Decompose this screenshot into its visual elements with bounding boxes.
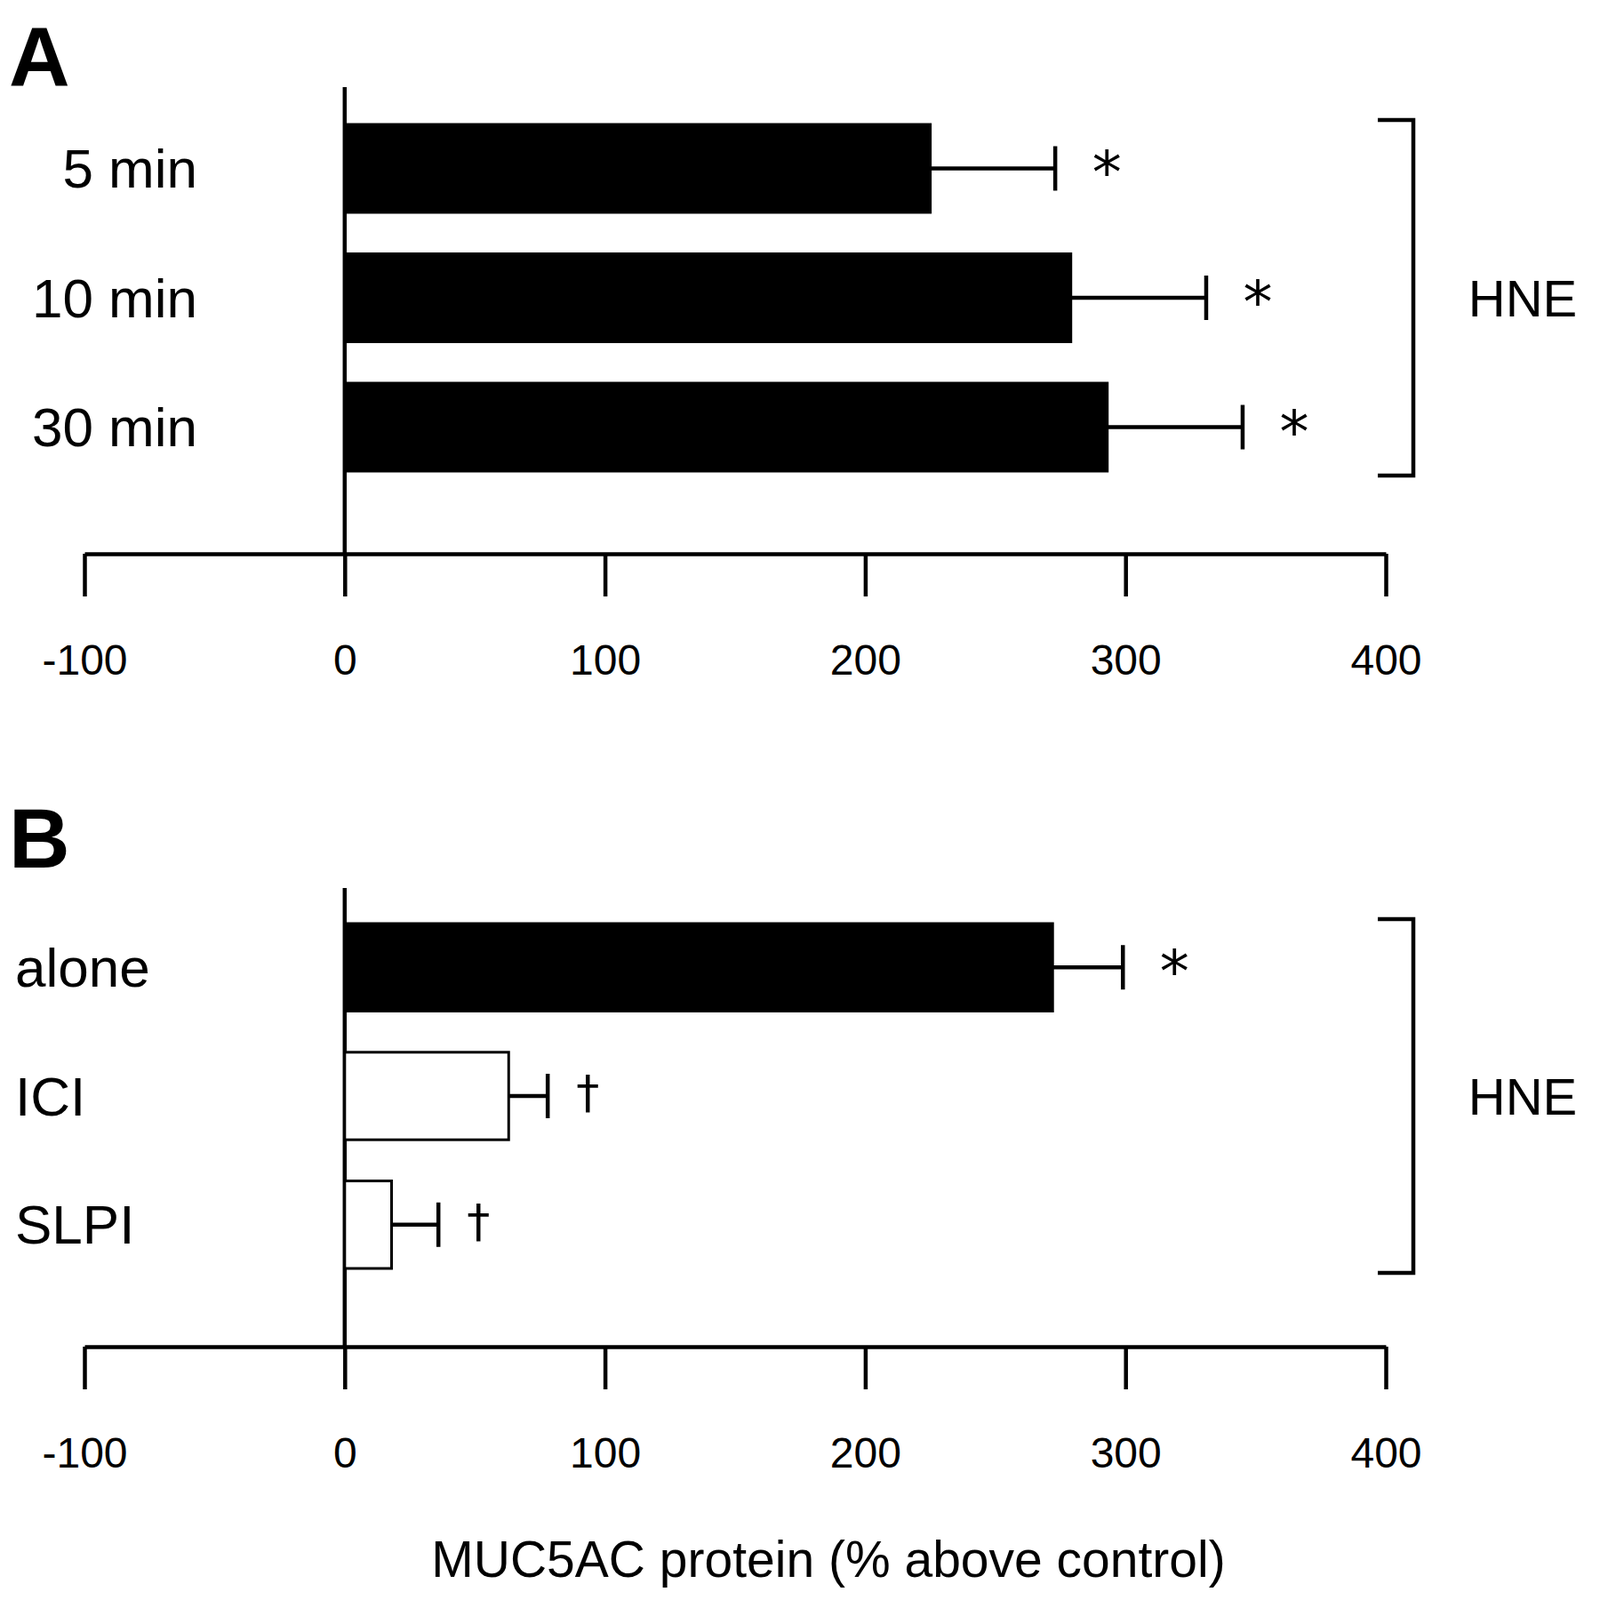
tick-label: 300 xyxy=(1090,1429,1162,1477)
error-cap xyxy=(1240,405,1246,450)
tick-mark xyxy=(864,553,869,597)
category-label: 5 min xyxy=(62,137,198,200)
bar xyxy=(344,1181,392,1269)
bar xyxy=(344,1052,509,1140)
significance-mark: † xyxy=(576,1065,600,1120)
error-line xyxy=(1052,965,1123,970)
bar xyxy=(344,383,1108,472)
error-bar xyxy=(1052,944,1123,990)
error-bar xyxy=(1071,275,1207,320)
tick-label: 300 xyxy=(1090,636,1162,684)
error-cap xyxy=(545,1073,551,1119)
bar xyxy=(344,124,931,213)
bracket xyxy=(1377,919,1414,1273)
tick-label: 200 xyxy=(830,636,902,684)
axis-line xyxy=(85,552,1387,557)
error-cap xyxy=(1053,145,1058,191)
tick-label: 100 xyxy=(569,636,641,684)
significance-mark: * xyxy=(1242,268,1272,337)
tick-label: 0 xyxy=(333,1429,358,1477)
tick: 100 xyxy=(569,1346,641,1477)
category-label: 10 min xyxy=(32,267,198,329)
tick: 400 xyxy=(1350,553,1422,684)
tick-mark xyxy=(864,1346,869,1390)
error-cap xyxy=(1120,944,1126,990)
tick: 200 xyxy=(830,553,902,684)
tick-label: 400 xyxy=(1350,636,1422,684)
tick-label: -100 xyxy=(41,636,128,684)
category-label: SLPI xyxy=(15,1193,135,1256)
figure: A -100 0 100 200 300 400 * 5 min * 10 min * 30 min HN… xyxy=(0,0,1600,1600)
panel: B -100 0 100 200 300 400 * alone † ICI † SLPI HNE MUC5… xyxy=(8,791,1577,1588)
x-axis: -100 0 100 200 300 400 xyxy=(41,1346,1422,1477)
panel-title: B xyxy=(8,791,71,886)
tick: 100 xyxy=(569,553,641,684)
error-cap xyxy=(436,1202,441,1248)
error-line xyxy=(1071,296,1207,301)
tick-mark xyxy=(603,553,608,597)
tick: 300 xyxy=(1090,1346,1162,1477)
tick: -100 xyxy=(41,553,128,684)
axis-line xyxy=(85,1344,1387,1350)
tick-mark xyxy=(1123,1346,1128,1390)
tick: 300 xyxy=(1090,553,1162,684)
tick-mark xyxy=(82,553,88,597)
tick-mark xyxy=(1384,1346,1389,1390)
tick-mark xyxy=(1384,553,1389,597)
category-label: 30 min xyxy=(32,396,198,458)
tick-mark xyxy=(1123,553,1128,597)
marks xyxy=(344,923,1123,1269)
tick-mark xyxy=(343,553,348,597)
tick-label: -100 xyxy=(41,1429,128,1477)
error-line xyxy=(930,166,1056,171)
tick-label: 0 xyxy=(333,636,358,684)
tick-label: 200 xyxy=(830,1429,902,1477)
bar xyxy=(344,923,1053,1011)
tick: 400 xyxy=(1350,1346,1422,1477)
error-bar xyxy=(508,1073,548,1119)
error-bar xyxy=(392,1202,440,1248)
tick: 0 xyxy=(333,553,358,684)
x-axis: -100 0 100 200 300 400 xyxy=(41,553,1422,684)
error-line xyxy=(1107,424,1243,430)
error-bar xyxy=(1107,405,1243,450)
category-label: alone xyxy=(15,936,151,999)
tick: 0 xyxy=(333,1346,358,1477)
tick-label: 100 xyxy=(569,1429,641,1477)
marks xyxy=(344,124,1243,472)
tick: -100 xyxy=(41,1346,128,1477)
error-line xyxy=(392,1223,440,1228)
group-label: HNE xyxy=(1468,1067,1577,1126)
error-line xyxy=(508,1094,548,1099)
tick: 200 xyxy=(830,1346,902,1477)
significance-mark: * xyxy=(1092,138,1122,208)
panel: A -100 0 100 200 300 400 * 5 min * 10 min * 30 min HN… xyxy=(8,9,1577,684)
category-label: ICI xyxy=(15,1065,86,1128)
error-bar xyxy=(930,145,1056,191)
x-axis-title: MUC5AC protein (% above control) xyxy=(431,1530,1225,1588)
bar xyxy=(344,254,1072,343)
significance-mark: * xyxy=(1160,937,1190,1007)
panel-title: A xyxy=(8,9,71,104)
significance-mark: † xyxy=(466,1194,490,1248)
tick-label: 400 xyxy=(1350,1429,1422,1477)
group-label: HNE xyxy=(1468,269,1577,328)
bracket xyxy=(1377,120,1414,476)
tick-mark xyxy=(343,1346,348,1390)
tick-mark xyxy=(82,1346,88,1390)
error-cap xyxy=(1204,275,1209,320)
tick-mark xyxy=(603,1346,608,1390)
significance-mark: * xyxy=(1279,398,1309,467)
